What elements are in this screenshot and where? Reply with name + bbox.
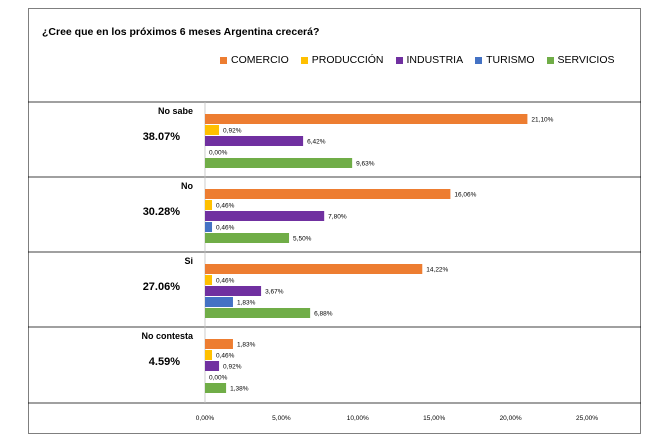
- legend-swatch: [220, 56, 227, 64]
- x-tick-label: 25,00%: [576, 415, 598, 422]
- bar-producción: [205, 125, 220, 135]
- data-label: 0,46%: [216, 278, 235, 285]
- data-label: 6,42%: [307, 139, 326, 146]
- data-label: 1,83%: [237, 342, 256, 349]
- category-total-label: 27.06%: [143, 281, 181, 293]
- data-label: 0,92%: [223, 364, 242, 371]
- legend-swatch: [475, 56, 483, 64]
- bar-turismo: [205, 222, 213, 232]
- data-label: 1,38%: [230, 386, 249, 393]
- data-label: 0,46%: [216, 353, 235, 360]
- data-label: 6,88%: [314, 311, 333, 318]
- bar-comercio: [205, 114, 528, 124]
- category-label: No contesta: [141, 331, 194, 341]
- data-label: 0,46%: [216, 203, 235, 210]
- legend-label: SERVICIOS: [557, 54, 615, 66]
- bar-industria: [205, 286, 262, 296]
- bar-comercio: [205, 189, 451, 199]
- legend: COMERCIO PRODUCCIÓN INDUSTRIA TURISMO SERVIC…: [220, 54, 627, 66]
- bar-servicios: [205, 158, 353, 168]
- bar-producción: [205, 275, 213, 285]
- data-label: 16,06%: [454, 192, 476, 199]
- legend-swatch: [395, 56, 403, 64]
- category-label: Si: [184, 256, 193, 266]
- legend-label: COMERCIO: [231, 54, 289, 66]
- data-label: 3,67%: [265, 289, 284, 296]
- data-label: 9,63%: [356, 161, 375, 168]
- legend-label: PRODUCCIÓN: [311, 54, 384, 66]
- bar-comercio: [205, 264, 423, 274]
- bar-servicios: [205, 233, 290, 243]
- chart-frame: [28, 8, 641, 434]
- bar-producción: [205, 200, 213, 210]
- bar-servicios: [205, 383, 227, 393]
- legend-item-turismo: TURISMO: [475, 54, 535, 66]
- data-label: 0,46%: [216, 225, 235, 232]
- legend-label: TURISMO: [486, 54, 535, 66]
- category-total-label: 4.59%: [149, 356, 180, 368]
- chart-title: ¿Cree que en los próximos 6 meses Argent…: [42, 26, 320, 38]
- x-tick-label: 0,00%: [196, 415, 215, 422]
- x-tick-label: 10,00%: [347, 415, 369, 422]
- bar-producción: [205, 350, 213, 360]
- legend-item-servicios: SERVICIOS: [546, 54, 615, 66]
- legend-item-producción: PRODUCCIÓN: [300, 54, 384, 66]
- data-label: 0,00%: [209, 375, 228, 382]
- legend-swatch: [300, 56, 308, 64]
- legend-label: INDUSTRIA: [406, 54, 464, 66]
- data-label: 1,83%: [237, 300, 256, 307]
- data-label: 7,80%: [328, 214, 347, 221]
- legend-swatch: [546, 56, 554, 64]
- data-label: 0,92%: [223, 128, 242, 135]
- bar-comercio: [205, 339, 233, 349]
- data-label: 14,22%: [426, 267, 448, 274]
- data-label: 5,50%: [293, 236, 312, 243]
- category-label: No: [181, 181, 193, 191]
- x-tick-label: 15,00%: [423, 415, 445, 422]
- legend-item-industria: INDUSTRIA: [395, 54, 464, 66]
- data-label: 0,00%: [209, 150, 228, 157]
- bar-turismo: [205, 297, 233, 307]
- category-total-label: 38.07%: [143, 131, 181, 143]
- bar-industria: [205, 361, 220, 371]
- x-tick-label: 5,00%: [272, 415, 291, 422]
- bar-servicios: [205, 308, 311, 318]
- category-total-label: 30.28%: [143, 206, 181, 218]
- x-tick-label: 20,00%: [500, 415, 522, 422]
- legend-item-comercio: COMERCIO: [220, 54, 289, 66]
- category-label: No sabe: [158, 106, 193, 116]
- bar-industria: [205, 211, 325, 221]
- data-label: 21,10%: [531, 117, 553, 124]
- bar-industria: [205, 136, 304, 146]
